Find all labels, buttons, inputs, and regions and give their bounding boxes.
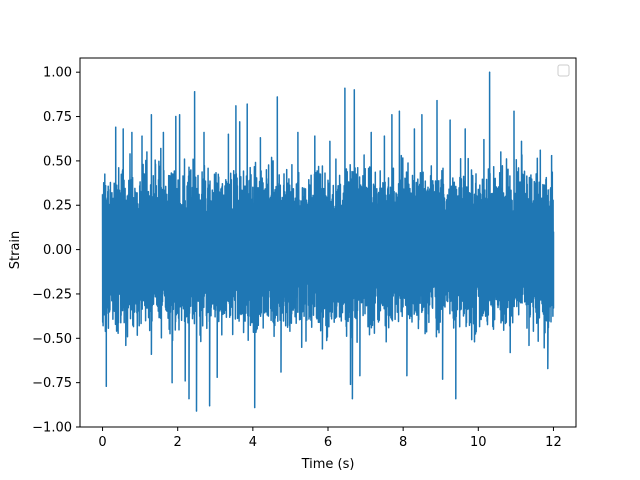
signal-peak-point [209, 405, 211, 407]
y-tick-label: 0.25 [43, 199, 72, 214]
signal-peak-point [455, 398, 457, 400]
signal-peak-point [551, 155, 553, 157]
signal-peak-point [500, 151, 502, 153]
signal-peak-point [195, 410, 198, 412]
y-tick-label: −0.50 [32, 332, 72, 347]
signal-peak-point [141, 135, 143, 137]
signal-peak-point [160, 147, 162, 150]
signal-peak-point [179, 114, 181, 116]
signal-peak-point [442, 378, 444, 380]
signal-peak-point [344, 87, 346, 89]
x-tick-label: 4 [249, 435, 257, 450]
signal-peak-point [188, 398, 190, 400]
signal-peak-point [398, 110, 400, 112]
signal-peak-point [359, 375, 361, 377]
x-axis-label: Time (s) [301, 457, 355, 472]
signal-peak-point [115, 126, 117, 128]
signal-peak-point [370, 131, 372, 134]
y-tick-label: −0.25 [32, 287, 72, 302]
signal-peak-point [216, 376, 218, 378]
signal-peak-point [547, 367, 549, 370]
signal-peak-point [150, 353, 152, 355]
signal-peak-point [175, 115, 177, 118]
x-tick-label: 0 [98, 435, 106, 450]
signal-peak-point [349, 383, 352, 385]
signal-peak-point [383, 135, 385, 137]
x-tick-label: 6 [324, 435, 332, 450]
signal-peak-point [329, 140, 331, 142]
signal-peak-point [473, 341, 476, 343]
signal-peak-point [150, 114, 152, 116]
signal-peak-point [203, 131, 205, 134]
signal-peak-point [194, 91, 196, 93]
signal-peak-point [421, 114, 423, 116]
y-tick-label: −0.75 [32, 376, 72, 391]
x-tick-label: 10 [470, 435, 487, 450]
signal-peak-point [146, 151, 148, 153]
y-tick-label: −1.00 [32, 421, 72, 436]
signal-peak-point [406, 375, 408, 377]
signal-peak-point [489, 71, 491, 73]
signal-peak-point [246, 103, 248, 105]
signal-peak-point [131, 131, 133, 134]
signal-peak-point [353, 89, 355, 91]
signal-peak-point [509, 351, 511, 354]
signal-line [101, 71, 555, 412]
signal-peak-point [413, 128, 415, 130]
y-axis: −1.00 −0.75 −0.50 −0.25 0.00 0.25 0.50 0.75 1.00 [32, 66, 80, 436]
signal-peak-point [171, 382, 173, 384]
signal-peak-point [513, 110, 515, 112]
signal-peak-point [276, 96, 278, 98]
signal-peak-point [301, 346, 303, 348]
x-tick-label: 12 [545, 435, 562, 450]
x-axis: 0 2 4 6 8 10 12 [98, 427, 562, 450]
signal-peak-point [259, 137, 261, 139]
signal-peak-point [162, 131, 164, 134]
signal-peak-point [321, 348, 323, 350]
signal-peak-point [552, 307, 555, 309]
signal-peak-point [105, 185, 107, 187]
signal-peak-point [297, 131, 299, 134]
signal-peak-point [483, 139, 485, 141]
signal-peak-point [184, 380, 186, 382]
y-tick-label: 1.00 [43, 66, 72, 81]
y-tick-label: 0.00 [43, 243, 72, 258]
signal-peak-point [235, 105, 237, 107]
signal-peak-point [125, 344, 127, 346]
y-tick-label: 0.50 [43, 154, 72, 169]
y-axis-label: Strain [8, 231, 23, 270]
signal-peak-point [385, 341, 387, 343]
signal-peak-point [528, 344, 530, 346]
signal-peak-point [351, 398, 353, 400]
signal-peak-point [122, 128, 124, 130]
signal-peak-point [449, 119, 451, 121]
signal-peak-point [520, 140, 523, 142]
signal-peak-point [227, 133, 229, 135]
signal-peak-point [314, 135, 316, 137]
signal-peak-point [254, 406, 256, 409]
x-tick-label: 2 [174, 435, 182, 450]
legend-box [557, 64, 570, 77]
signal-peak-point [539, 149, 541, 151]
signal-peak-point [436, 100, 438, 102]
signal-peak-point [105, 231, 107, 233]
y-tick-label: 0.75 [43, 110, 72, 125]
signal-peak-point [280, 371, 282, 373]
signal-peak-point [391, 114, 393, 116]
signal-peak-point [105, 385, 107, 387]
signal-peak-point [464, 128, 466, 130]
x-tick-label: 8 [399, 435, 407, 450]
signal-peak-point [239, 121, 241, 123]
